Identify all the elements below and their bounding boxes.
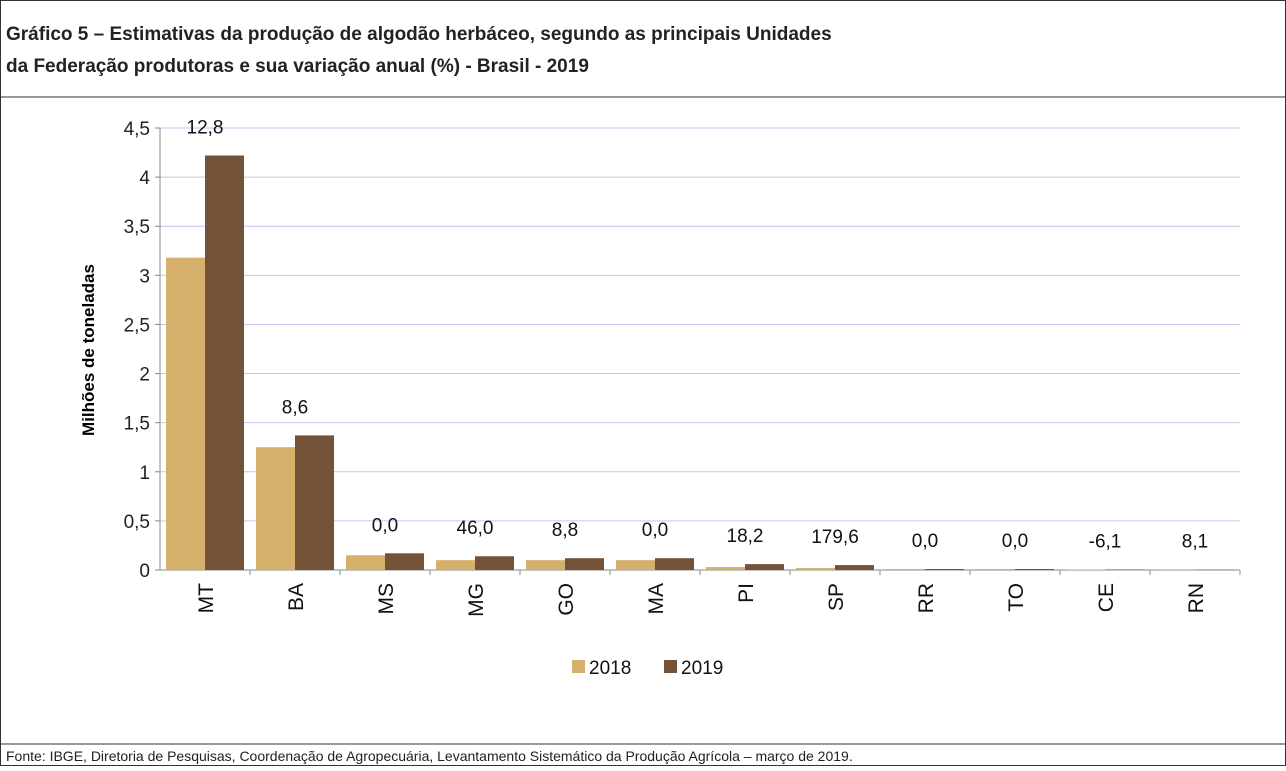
bar [346, 555, 385, 570]
variation-label: 46,0 [457, 518, 494, 539]
y-tick-label: 2,5 [124, 315, 150, 336]
bar [565, 558, 604, 570]
bar [1015, 569, 1054, 570]
variation-label: 18,2 [727, 526, 764, 547]
y-tick-label: 2 [139, 365, 150, 386]
y-tick-label: 0 [139, 561, 150, 582]
variation-label: 8,8 [552, 520, 578, 541]
bar [796, 568, 835, 570]
x-tick-label: RR [915, 583, 938, 613]
bar [295, 435, 334, 570]
variation-label: 0,0 [1002, 531, 1028, 552]
y-tick-label: 1 [139, 463, 150, 484]
x-tick-label: PI [735, 583, 758, 603]
bar [655, 558, 694, 570]
variation-label: 0,0 [912, 531, 938, 552]
y-tick-label: 4 [139, 168, 150, 189]
y-tick-label: 3,5 [124, 217, 150, 238]
bar [886, 569, 925, 570]
bar [745, 564, 784, 570]
x-tick-label: CE [1095, 583, 1118, 612]
legend-swatch [664, 660, 677, 673]
y-tick-label: 3 [139, 266, 150, 287]
chart-title: Gráfico 5 – Estimativas da produção de a… [6, 24, 832, 45]
bar [256, 447, 295, 570]
y-tick-label: 0,5 [124, 512, 150, 533]
bar [616, 560, 655, 570]
bar [385, 553, 424, 570]
variation-label: 179,6 [811, 527, 859, 548]
variation-label: -6,1 [1089, 532, 1122, 553]
bar [835, 565, 874, 570]
bar [976, 569, 1015, 570]
x-tick-label: MT [195, 583, 218, 613]
x-tick-label: MG [465, 583, 488, 617]
variation-label: 0,0 [642, 520, 668, 541]
bar [475, 556, 514, 570]
x-tick-label: BA [285, 583, 308, 611]
variation-label: 8,6 [282, 397, 308, 418]
chart-title: da Federação produtoras e sua variação a… [6, 56, 589, 77]
x-tick-label: MA [645, 583, 668, 615]
legend-label: 2018 [589, 658, 631, 679]
bar [526, 560, 565, 570]
bar [925, 569, 964, 570]
x-tick-label: MS [375, 583, 398, 615]
bar [436, 560, 475, 570]
legend-swatch [572, 660, 585, 673]
x-tick-label: TO [1005, 583, 1028, 612]
x-tick-label: RN [1185, 583, 1208, 613]
bar [706, 567, 745, 570]
x-tick-label: SP [825, 583, 848, 611]
y-tick-label: 1,5 [124, 414, 150, 435]
bar [205, 156, 244, 570]
x-tick-label: GO [555, 583, 578, 616]
variation-label: 0,0 [372, 515, 398, 536]
y-axis-title: Milhões de toneladas [79, 264, 98, 436]
source: Fonte: IBGE, Diretoria de Pesquisas, Coo… [6, 748, 853, 764]
y-tick-label: 4,5 [124, 119, 150, 140]
variation-label: 12,8 [187, 118, 224, 139]
variation-label: 8,1 [1182, 532, 1208, 553]
legend-label: 2019 [681, 658, 723, 679]
bar [166, 258, 205, 570]
